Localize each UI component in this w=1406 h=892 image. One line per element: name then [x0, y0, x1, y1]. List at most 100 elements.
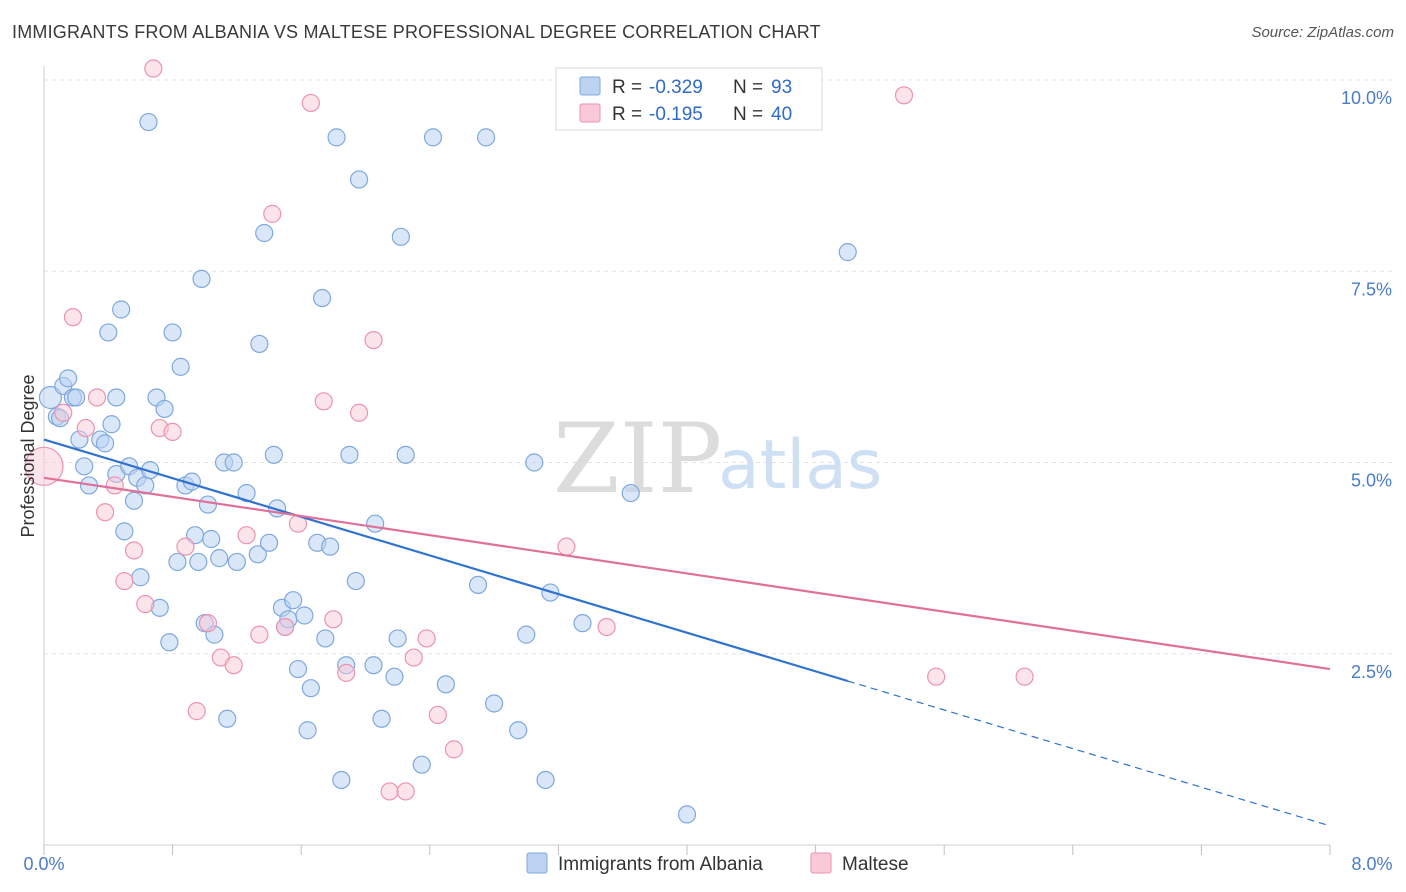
- maltese-point: [597, 617, 616, 637]
- albania-point: [168, 552, 187, 572]
- albania-point: [202, 529, 221, 549]
- albania-point: [621, 484, 640, 503]
- albania-point: [67, 388, 86, 407]
- albania-point: [316, 629, 335, 648]
- albania-point: [95, 434, 115, 453]
- maltese-point: [444, 740, 464, 759]
- maltese-point: [349, 403, 369, 422]
- watermark-atlas: atlas: [718, 426, 882, 505]
- maltese-point: [124, 541, 144, 560]
- maltese-point: [417, 629, 436, 648]
- y-tick-label: 10.0%: [1341, 88, 1392, 108]
- albania-point: [485, 694, 504, 713]
- albania-point: [340, 445, 359, 464]
- y-tick-label: 7.5%: [1351, 279, 1392, 299]
- albania-point: [250, 334, 269, 354]
- albania-point: [391, 227, 410, 246]
- albania-point: [295, 606, 314, 625]
- albania-point: [372, 709, 391, 728]
- albania-point: [436, 675, 455, 694]
- maltese-point: [404, 648, 423, 667]
- albania-point: [139, 112, 158, 132]
- maltese-point: [263, 204, 282, 223]
- maltese-point: [24, 446, 64, 486]
- maltese-point: [324, 610, 343, 629]
- albania-point: [248, 545, 267, 564]
- albania-point: [163, 323, 182, 342]
- maltese-point: [237, 526, 256, 545]
- albania-point: [124, 491, 144, 510]
- bottom-legend-label-maltese: Maltese: [842, 854, 909, 875]
- albania-point: [259, 533, 279, 552]
- albania-point: [349, 170, 369, 189]
- albania-trend-line: [43, 438, 849, 683]
- maltese-point: [54, 403, 73, 422]
- maltese-point: [163, 422, 182, 441]
- maltese-point: [115, 571, 134, 591]
- albania-point: [573, 614, 592, 633]
- x-tick-labels: 0.0% 8.0%: [23, 854, 1392, 874]
- albania-point: [321, 537, 340, 556]
- albania-point: [298, 721, 317, 740]
- legend-r-value: -0.329: [649, 77, 703, 98]
- albania-point: [210, 549, 229, 568]
- maltese-point: [276, 617, 295, 637]
- albania-point: [115, 522, 134, 541]
- bottom-legend-swatch-albania: [526, 852, 548, 874]
- legend-swatch-maltese: [579, 103, 601, 123]
- albania-point: [224, 453, 243, 472]
- albania-point: [412, 755, 431, 774]
- maltese-point: [187, 702, 206, 721]
- chart-title: IMMIGRANTS FROM ALBANIA VS MALTESE PROFE…: [12, 22, 821, 42]
- x-tick-label: 0.0%: [23, 854, 64, 874]
- albania-point: [536, 770, 555, 790]
- albania-point: [517, 625, 536, 644]
- albania-point: [284, 591, 303, 610]
- bottom-legend-label-albania: Immigrants from Albania: [558, 854, 763, 875]
- x-tick-label: 8.0%: [1351, 854, 1392, 874]
- legend-n-label: N =: [733, 104, 763, 125]
- albania-point: [189, 552, 208, 572]
- legend-n-value: 93: [771, 77, 792, 98]
- trend-lines: [43, 438, 1331, 827]
- albania-point: [388, 629, 407, 648]
- maltese-point: [95, 503, 115, 522]
- albania-point: [468, 575, 488, 595]
- legend-r-label: R =: [612, 77, 642, 98]
- albania-point: [102, 415, 121, 434]
- albania-point: [312, 288, 332, 308]
- albania-point: [107, 388, 126, 407]
- maltese-point: [396, 782, 415, 801]
- albania-point: [198, 495, 218, 514]
- albania-point: [423, 128, 443, 147]
- albania-point: [677, 805, 697, 824]
- albania-point: [476, 128, 496, 147]
- bottom-legend-swatch-maltese: [810, 852, 832, 874]
- albania-point: [255, 223, 274, 243]
- albania-point: [155, 399, 174, 419]
- albania-point: [301, 679, 320, 698]
- legend-n-value: 40: [771, 104, 792, 125]
- source-label: Source: ZipAtlas.com: [1251, 24, 1394, 41]
- maltese-point: [1015, 667, 1034, 686]
- albania-point: [227, 552, 246, 572]
- albania-point: [59, 369, 78, 388]
- legend-box: R = -0.329 N = 93 R = -0.195 N = 40: [555, 67, 823, 131]
- albania-point: [327, 128, 346, 147]
- albania-point: [288, 659, 308, 679]
- albania-point: [171, 357, 190, 376]
- maltese-points: [24, 59, 1034, 801]
- albania-point: [112, 300, 131, 319]
- albania-point: [332, 770, 351, 790]
- albania-point: [366, 514, 385, 533]
- albania-point: [160, 633, 179, 652]
- maltese-point: [380, 782, 399, 801]
- maltese-point: [63, 308, 83, 327]
- albania-point: [140, 461, 160, 480]
- legend-r-value: -0.195: [649, 104, 703, 125]
- albania-point: [218, 709, 237, 728]
- albania-point: [396, 445, 415, 464]
- albania-point: [838, 243, 857, 262]
- albania-point: [525, 453, 544, 472]
